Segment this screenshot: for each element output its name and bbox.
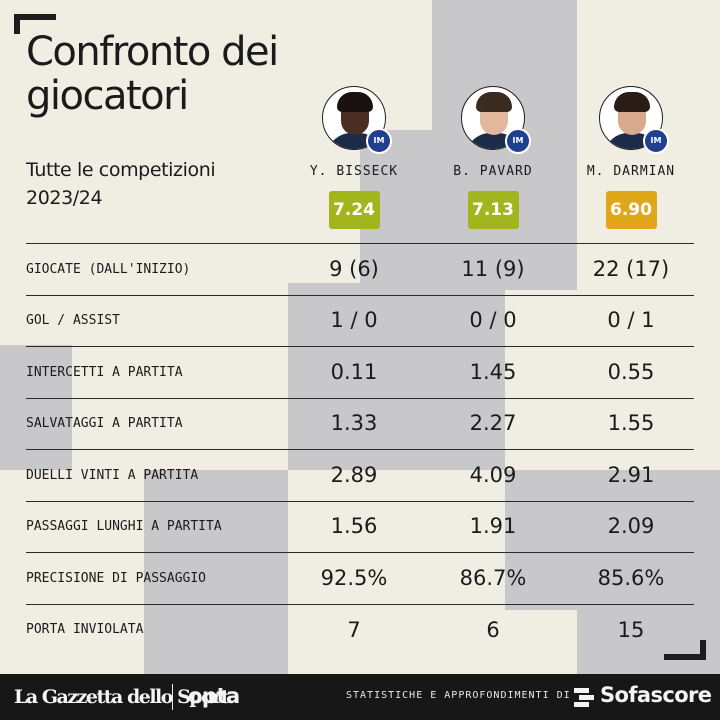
footer-divider [172,684,173,710]
row-divider [26,243,694,244]
stat-value: 1.45 [469,360,517,384]
stat-value: 4.09 [469,463,517,487]
player-name: M. DARMIAN [586,164,676,179]
player-name: B. PAVARD [453,164,533,179]
page-subtitle: Tutte le competizioni 2023/24 [26,159,216,209]
stat-value: 2.89 [330,463,378,487]
inter-crest-icon: IM [643,128,669,154]
player-column: IM B. PAVARD 7.13 [423,86,563,229]
player-rating: 7.24 [328,191,380,229]
stat-value: 2.91 [607,463,655,487]
player-column: IM M. DARMIAN 6.90 [561,86,701,229]
stat-label: GIOCATE (DALL'INIZIO) [26,262,191,277]
stat-value: 1.33 [330,411,378,435]
stat-value: 2.09 [607,514,655,538]
gazzetta-logo: La Gazzetta dello Sport [14,686,230,708]
corner-bracket-top-left [14,14,56,20]
sofascore-icon [574,688,594,707]
player-photo-icon: IM [599,86,669,154]
player-photo-icon: IM [322,86,392,154]
player-rating: 6.90 [605,191,657,229]
stat-value: 85.6% [597,566,665,590]
stat-label: PRECISIONE DI PASSAGGIO [26,571,207,586]
stat-value: 0.11 [330,360,378,384]
stat-value: 0.55 [607,360,655,384]
stat-value: 0 / 0 [469,308,517,332]
corner-bracket-top-left [14,14,20,34]
stat-value: 1.55 [607,411,655,435]
stat-value: 2.27 [469,411,517,435]
stat-label: INTERCETTI A PARTITA [26,365,183,380]
stat-value: 22 (17) [592,257,670,281]
row-divider [26,398,694,399]
stat-value: 86.7% [459,566,527,590]
stat-value: 1.91 [469,514,517,538]
inter-crest-icon: IM [366,128,392,154]
row-divider [26,501,694,502]
background-pattern [577,610,720,674]
stat-label: SALVATAGGI A PARTITA [26,416,183,431]
row-divider [26,552,694,553]
stat-value: 6 [486,618,500,642]
row-divider [26,449,694,450]
opta-logo: opta [188,684,240,708]
corner-bracket-bottom-right [700,640,706,660]
stat-value: 15 [617,618,645,642]
footer-bar [0,674,720,720]
player-rating: 7.13 [467,191,519,229]
stat-label: DUELLI VINTI A PARTITA [26,468,199,483]
stat-label: GOL / ASSIST [26,313,120,328]
stat-value: 7 [347,618,361,642]
row-divider [26,604,694,605]
player-column: IM Y. BISSECK 7.24 [284,86,424,229]
background-pattern [144,470,288,674]
row-divider [26,346,694,347]
stat-label: PORTA INVIOLATA [26,622,144,637]
stat-label: PASSAGGI LUNGHI A PARTITA [26,519,222,534]
background-pattern [288,283,505,470]
stat-value: 9 (6) [329,257,379,281]
stat-value: 1 / 0 [330,308,378,332]
row-divider [26,295,694,296]
footer-note: STATISTICHE E APPROFONDIMENTI DI [346,690,571,701]
page-title: Confronto dei giocatori [26,29,279,119]
player-photo-icon: IM [461,86,531,154]
stat-value: 11 (9) [461,257,525,281]
stat-value: 0 / 1 [607,308,655,332]
background-pattern [0,345,72,470]
stat-value: 1.56 [330,514,378,538]
corner-bracket-bottom-right [664,654,706,660]
background-pattern [505,470,720,610]
stat-value: 92.5% [320,566,388,590]
sofascore-logo: Sofascore [600,683,712,707]
player-name: Y. BISSECK [309,164,399,179]
inter-crest-icon: IM [505,128,531,154]
